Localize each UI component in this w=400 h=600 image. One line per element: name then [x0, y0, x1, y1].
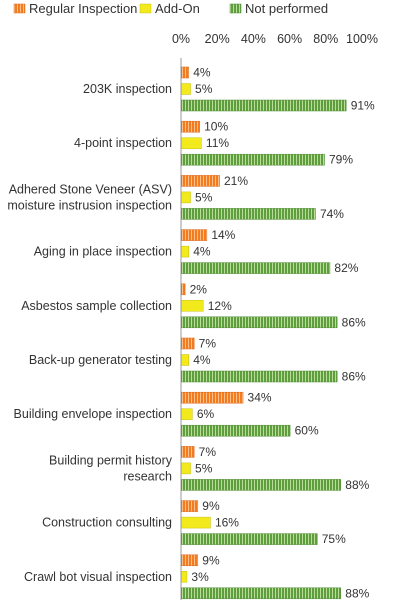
legend-label-3: Not performed: [245, 1, 328, 16]
x-tick-label: 40%: [241, 32, 266, 46]
data-label: 7%: [199, 337, 217, 351]
data-label: 11%: [206, 136, 229, 150]
bar: [181, 137, 202, 149]
bar: [181, 262, 331, 274]
category-label-line: Crawl bot visual inspection: [24, 570, 172, 584]
data-label: 4%: [193, 66, 211, 80]
category-label-line: 203K inspection: [83, 82, 172, 96]
bar: [181, 354, 189, 366]
bar: [181, 446, 195, 458]
bar: [181, 516, 211, 529]
bar: [181, 120, 200, 133]
data-label: 5%: [195, 82, 213, 96]
x-tick-label: 80%: [313, 32, 338, 46]
data-label: 10%: [204, 120, 228, 134]
bar: [181, 337, 195, 350]
data-label: 86%: [342, 315, 366, 329]
category-label: Asbestos sample collection: [21, 299, 172, 313]
legend-swatch-3: [229, 3, 242, 14]
x-tick-label: 0%: [172, 32, 190, 46]
category-label: 4-point inspection: [74, 136, 172, 150]
bar: [181, 208, 316, 220]
data-label: 9%: [202, 499, 220, 513]
category-label: Construction consulting: [42, 516, 172, 530]
bar: [181, 283, 186, 296]
data-label: 6%: [197, 407, 215, 421]
bar: [181, 370, 338, 383]
category-label: Building envelope inspection: [14, 407, 172, 421]
bar: [181, 153, 325, 166]
legend-swatch-2: [139, 3, 152, 14]
legend-swatch-1: [13, 3, 26, 14]
category-label-line: Construction consulting: [42, 516, 172, 530]
bar: [181, 587, 342, 600]
bars: 4%5%91%10%11%79%21%5%74%14%4%82%2%12%86%…: [181, 66, 375, 600]
category-label-line: 4-point inspection: [74, 136, 172, 150]
data-label: 75%: [322, 532, 346, 546]
category-label-line: Asbestos sample collection: [21, 299, 172, 313]
data-label: 2%: [190, 282, 208, 296]
bar: [181, 229, 208, 241]
x-tick-label: 20%: [205, 32, 230, 46]
category-labels: 203K inspection 4-point inspection Adhered…: [7, 82, 172, 584]
data-label: 16%: [215, 516, 239, 530]
category-label-line: research: [123, 469, 172, 483]
category-label: Building permit history research: [49, 453, 173, 483]
data-label: 5%: [195, 190, 213, 204]
category-label: Aging in place inspection: [34, 245, 172, 259]
category-label: Adhered Stone Veneer (ASV) moisture instr…: [7, 182, 172, 212]
data-label: 91%: [351, 99, 375, 113]
bar: [181, 175, 220, 187]
bar: [181, 245, 189, 258]
category-label-line: Adhered Stone Veneer (ASV): [9, 182, 172, 196]
data-label: 74%: [320, 207, 344, 221]
bar: [181, 316, 338, 329]
category-label-line: moisture instrusion inspection: [7, 198, 172, 212]
x-tick-label: 100%: [346, 32, 378, 46]
data-label: 88%: [345, 478, 369, 492]
data-label: 60%: [295, 424, 319, 438]
bar: [181, 571, 188, 583]
bar: [181, 533, 318, 545]
category-label-line: Back-up generator testing: [29, 353, 172, 367]
data-label: 5%: [195, 461, 213, 475]
bar: [181, 99, 347, 112]
legend: Regular Inspection Add-On Not performed: [13, 1, 328, 16]
bar: [181, 408, 193, 420]
data-label: 12%: [208, 299, 232, 313]
bar: [181, 424, 291, 437]
data-label: 79%: [329, 153, 353, 167]
data-label: 7%: [199, 445, 217, 459]
data-label: 3%: [191, 570, 209, 584]
category-label: Crawl bot visual inspection: [24, 570, 172, 584]
bar: [181, 66, 189, 79]
data-label: 14%: [211, 228, 235, 242]
category-label: Back-up generator testing: [29, 353, 172, 367]
bar: [181, 83, 191, 95]
bar: [181, 191, 191, 204]
bar: [181, 554, 199, 567]
category-label-line: Aging in place inspection: [34, 245, 172, 259]
category-label-line: Building permit history: [49, 453, 173, 467]
data-label: 4%: [193, 245, 211, 259]
x-axis-ticks: 0% 20% 40% 60% 80% 100%: [172, 32, 378, 46]
data-label: 4%: [193, 353, 211, 367]
x-tick-label: 60%: [277, 32, 302, 46]
data-label: 9%: [202, 553, 220, 567]
bar: [181, 479, 342, 491]
bar: [181, 391, 244, 404]
data-label: 82%: [334, 261, 358, 275]
bar: [181, 300, 204, 312]
data-label: 88%: [345, 586, 369, 600]
category-label: 203K inspection: [83, 82, 172, 96]
category-label-line: Building envelope inspection: [14, 407, 172, 421]
data-label: 86%: [342, 370, 366, 384]
bar: [181, 500, 199, 512]
bar: [181, 462, 191, 475]
data-label: 21%: [224, 174, 248, 188]
legend-label-2: Add-On: [155, 1, 200, 16]
data-label: 34%: [248, 391, 272, 405]
legend-label-1: Regular Inspection: [29, 1, 137, 16]
